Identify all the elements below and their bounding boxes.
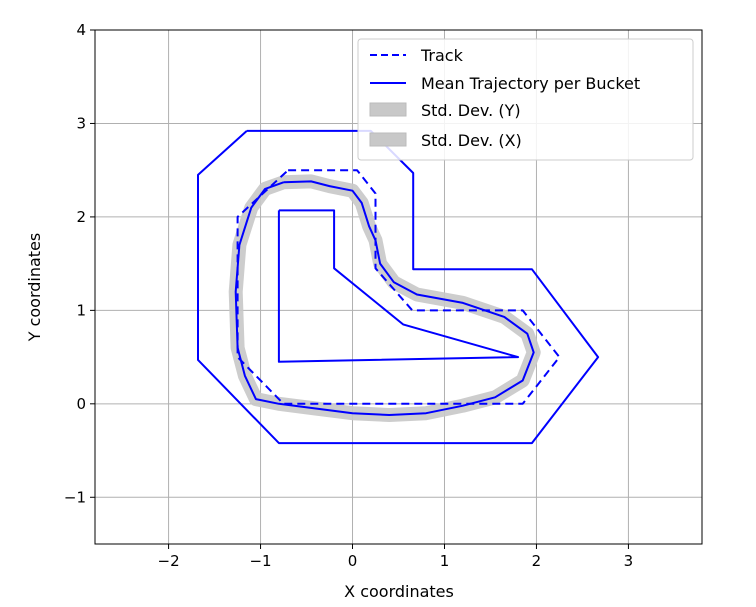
legend-stddev-x-label: Std. Dev. (X) [421, 131, 522, 150]
y-tick-label: 1 [76, 301, 86, 319]
series [234, 169, 561, 416]
legend-track-label: Track [420, 46, 464, 65]
x-axis-label: X coordinates [344, 582, 454, 601]
y-tick-label: 2 [76, 208, 86, 226]
mean-trajectory-line [234, 180, 535, 416]
y-tick-label: 0 [76, 395, 86, 413]
ticks: −2 −1 0 1 2 3 −1 0 1 2 3 4 [64, 21, 633, 570]
x-tick-label: 0 [348, 552, 358, 570]
legend-box [357, 38, 694, 161]
y-tick-label: −1 [64, 488, 86, 506]
legend: Track Mean Trajectory per Bucket Std. De… [357, 38, 694, 161]
y-axis-label: Y coordinates [25, 233, 44, 343]
x-tick-label: −1 [249, 552, 271, 570]
x-tick-label: 2 [532, 552, 542, 570]
x-tick-label: 3 [624, 552, 634, 570]
x-tick-label: −2 [158, 552, 180, 570]
y-tick-label: 3 [76, 114, 86, 132]
track-boundary-line [277, 209, 520, 363]
y-tick-label: 4 [76, 21, 86, 39]
x-tick-label: 1 [440, 552, 450, 570]
legend-stddev-y-label: Std. Dev. (Y) [421, 101, 521, 120]
legend-stddev-y-swatch [369, 102, 407, 117]
legend-stddev-x-swatch [369, 132, 407, 147]
plot-frame [94, 29, 703, 545]
legend-mean-label: Mean Trajectory per Bucket [421, 74, 640, 93]
